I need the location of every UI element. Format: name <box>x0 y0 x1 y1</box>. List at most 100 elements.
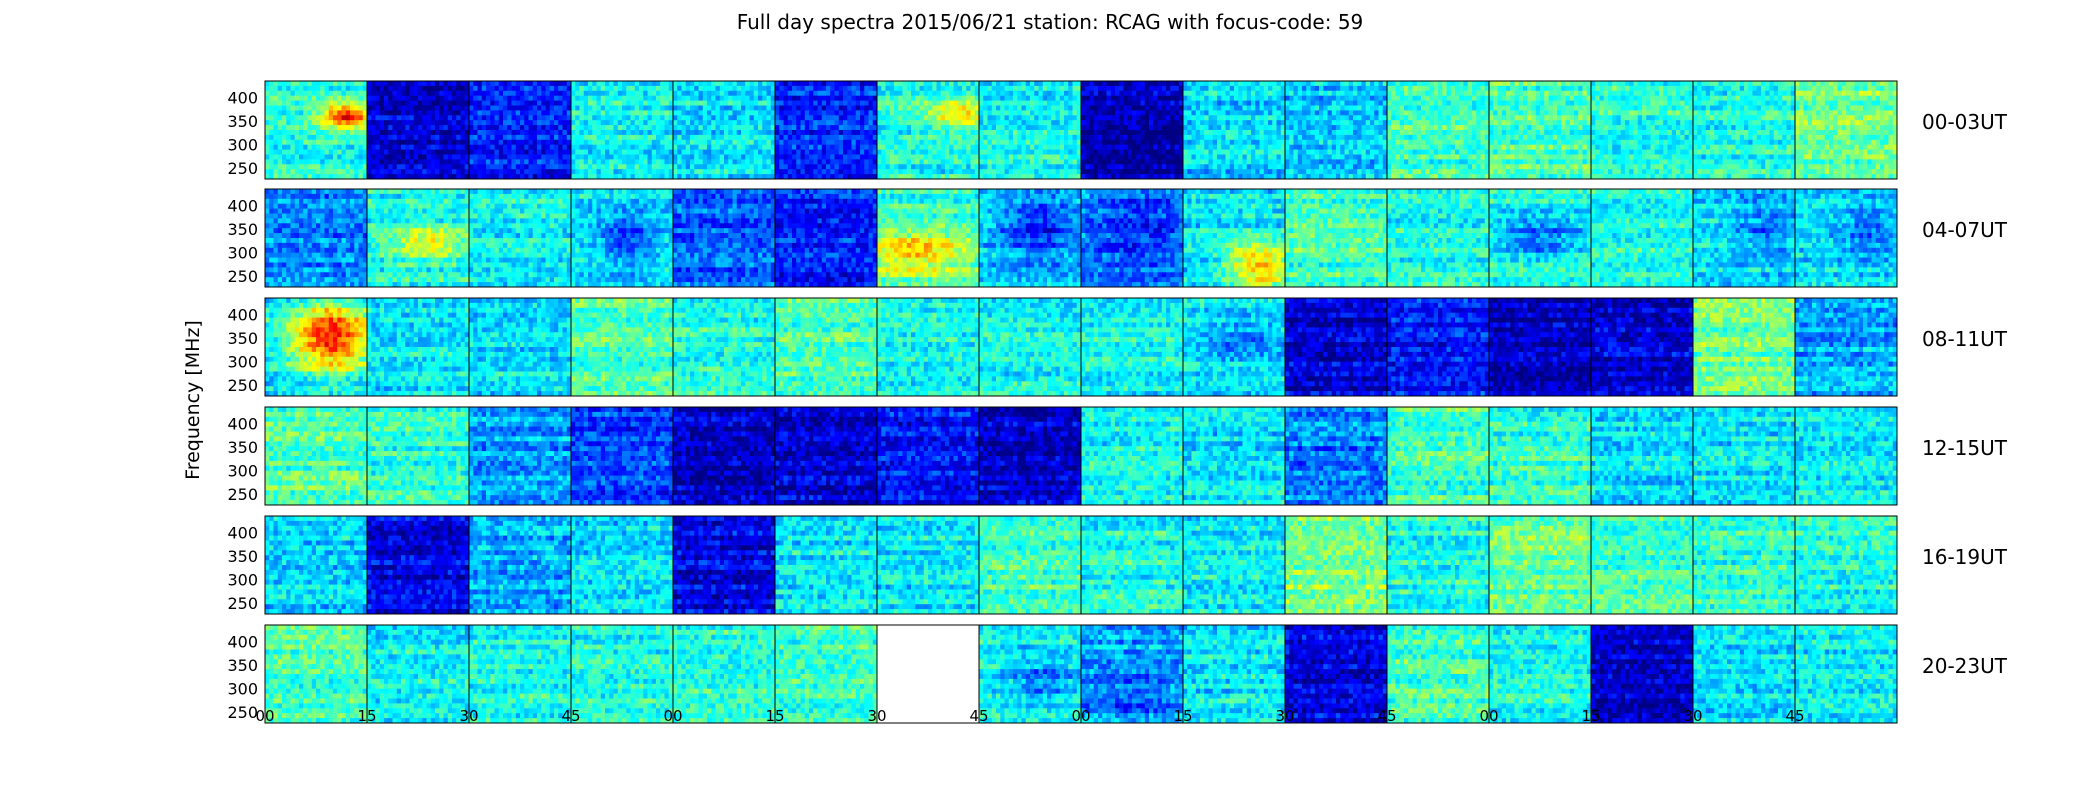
y-tick-label: 400 <box>227 633 258 652</box>
spectrum-panel <box>1182 406 1286 506</box>
spectrum-panel <box>1488 624 1592 724</box>
spectrum-panel <box>1590 515 1694 615</box>
spectrum-panel <box>1590 80 1694 180</box>
spectrum-panel <box>366 406 470 506</box>
spectrum-panel <box>978 297 1082 397</box>
spectrum-panel <box>1590 624 1694 724</box>
spectrum-panel <box>264 297 368 397</box>
spectrum-panel <box>468 188 572 288</box>
spectrum-panel <box>468 406 572 506</box>
spectrum-panel <box>1794 297 1898 397</box>
spectrum-panel <box>264 624 368 724</box>
y-tick-label: 300 <box>227 680 258 699</box>
spectrum-panel <box>774 80 878 180</box>
spectrum-panel <box>978 406 1082 506</box>
spectrum-panel <box>1284 624 1388 724</box>
spectrum-panel <box>1590 406 1694 506</box>
spectrum-panel <box>1692 188 1796 288</box>
x-tick-label: 45 <box>969 707 988 725</box>
y-tick-label: 250 <box>227 267 258 286</box>
spectrum-panel <box>1386 188 1490 288</box>
spectrum-panel <box>978 515 1082 615</box>
spectrum-panel <box>468 624 572 724</box>
spectrum-panel <box>570 188 674 288</box>
spectrum-panel <box>1590 188 1694 288</box>
spectrum-panel <box>1284 188 1388 288</box>
x-tick-label: 45 <box>1377 707 1396 725</box>
spectrum-panel <box>1182 624 1286 724</box>
spectrum-panel <box>876 624 980 724</box>
spectrum-panel <box>1488 406 1592 506</box>
spectrum-panel <box>1386 297 1490 397</box>
spectrum-panel <box>1182 188 1286 288</box>
row-label: 12-15UT <box>1922 436 2008 460</box>
spectrum-panel <box>876 406 980 506</box>
spectrum-panel <box>1590 297 1694 397</box>
spectrum-panel <box>876 188 980 288</box>
spectrum-panel <box>468 80 572 180</box>
spectrum-panel <box>672 624 776 724</box>
spectrum-panel <box>1488 80 1592 180</box>
spectrum-panel <box>1080 80 1184 180</box>
spectrum-panel <box>1692 80 1796 180</box>
spectra-row <box>264 624 1898 724</box>
x-tick-label: 15 <box>357 707 376 725</box>
spectrum-panel <box>1284 80 1388 180</box>
spectrum-panel <box>366 297 470 397</box>
row-label: 04-07UT <box>1922 218 2008 242</box>
spectrum-panel <box>672 515 776 615</box>
spectra-row <box>264 406 1898 506</box>
y-tick-label: 300 <box>227 244 258 263</box>
spectrum-panel <box>672 80 776 180</box>
y-tick-label: 400 <box>227 524 258 543</box>
x-tick-label: 00 <box>1479 707 1498 725</box>
spectrum-panel <box>366 188 470 288</box>
spectrum-panel <box>1080 624 1184 724</box>
spectrum-panel <box>1386 515 1490 615</box>
spectrum-panel <box>366 515 470 615</box>
y-tick-label: 350 <box>227 220 258 239</box>
spectrum-panel <box>570 406 674 506</box>
chart-title: Full day spectra 2015/06/21 station: RCA… <box>0 10 2100 34</box>
spectrum-panel <box>264 406 368 506</box>
spectrum-panel <box>1080 406 1184 506</box>
y-tick-label: 400 <box>227 415 258 434</box>
spectrum-panel <box>264 188 368 288</box>
y-tick-label: 350 <box>227 438 258 457</box>
spectrum-panel <box>1692 624 1796 724</box>
spectrum-panel <box>876 297 980 397</box>
spectrum-panel <box>672 406 776 506</box>
spectrum-panel <box>366 624 470 724</box>
spectrum-panel <box>1080 188 1184 288</box>
spectrum-panel <box>672 297 776 397</box>
spectrum-panel <box>1794 624 1898 724</box>
x-tick-label: 45 <box>1785 707 1804 725</box>
spectrum-panel <box>570 80 674 180</box>
x-tick-label: 00 <box>1071 707 1090 725</box>
spectrum-panel <box>570 515 674 615</box>
spectrum-panel <box>774 188 878 288</box>
spectrum-panel <box>1488 188 1592 288</box>
spectrum-panel <box>570 297 674 397</box>
spectrum-panel <box>1794 80 1898 180</box>
x-tick-label: 45 <box>561 707 580 725</box>
row-label: 20-23UT <box>1922 654 2008 678</box>
y-tick-label: 300 <box>227 462 258 481</box>
x-tick-label: 15 <box>765 707 784 725</box>
y-tick-label: 400 <box>227 306 258 325</box>
spectrum-panel <box>1182 80 1286 180</box>
spectrum-panel <box>264 80 368 180</box>
spectrum-panel <box>978 188 1082 288</box>
spectra-row <box>264 515 1898 615</box>
row-label: 00-03UT <box>1922 110 2008 134</box>
x-tick-label: 30 <box>459 707 478 725</box>
spectrum-panel <box>1284 515 1388 615</box>
spectrum-panel <box>672 188 776 288</box>
spectrum-panel <box>876 515 980 615</box>
spectra-row <box>264 80 1898 180</box>
spectrum-panel <box>264 515 368 615</box>
spectrum-panel <box>774 515 878 615</box>
spectrum-panel <box>1386 406 1490 506</box>
